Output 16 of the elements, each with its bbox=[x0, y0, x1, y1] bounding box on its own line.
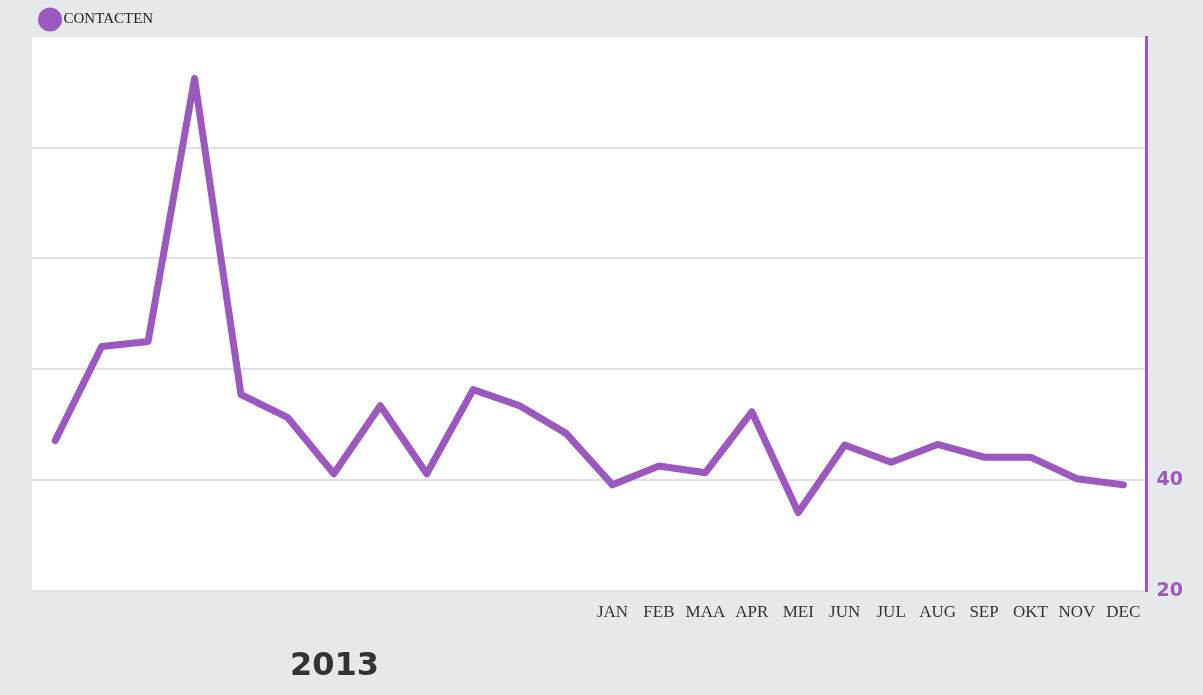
y2-tick-label: 20 bbox=[1156, 577, 1184, 600]
legend-label: CONTACTEN bbox=[63, 10, 154, 27]
x-tick-label: MAA bbox=[685, 602, 726, 622]
x-tick-label: SEP bbox=[969, 602, 999, 622]
x-tick-label: APR bbox=[735, 602, 770, 622]
x-tick-label: JAN bbox=[596, 602, 629, 622]
x-tick-label: JUN bbox=[829, 602, 861, 622]
x-tick-label: NOV bbox=[1058, 602, 1097, 622]
x-tick-label: JUL bbox=[876, 602, 906, 622]
x-tick-label: MEI bbox=[782, 602, 815, 622]
x-tick-label: DEC bbox=[1106, 602, 1141, 622]
text: 2013 bbox=[290, 645, 380, 683]
y2-tick-label: 40 bbox=[1156, 466, 1184, 489]
x-tick-label: FEB bbox=[643, 602, 675, 622]
x-tick-label: AUG bbox=[919, 602, 956, 622]
x-tick-label: OKT bbox=[1012, 602, 1049, 622]
